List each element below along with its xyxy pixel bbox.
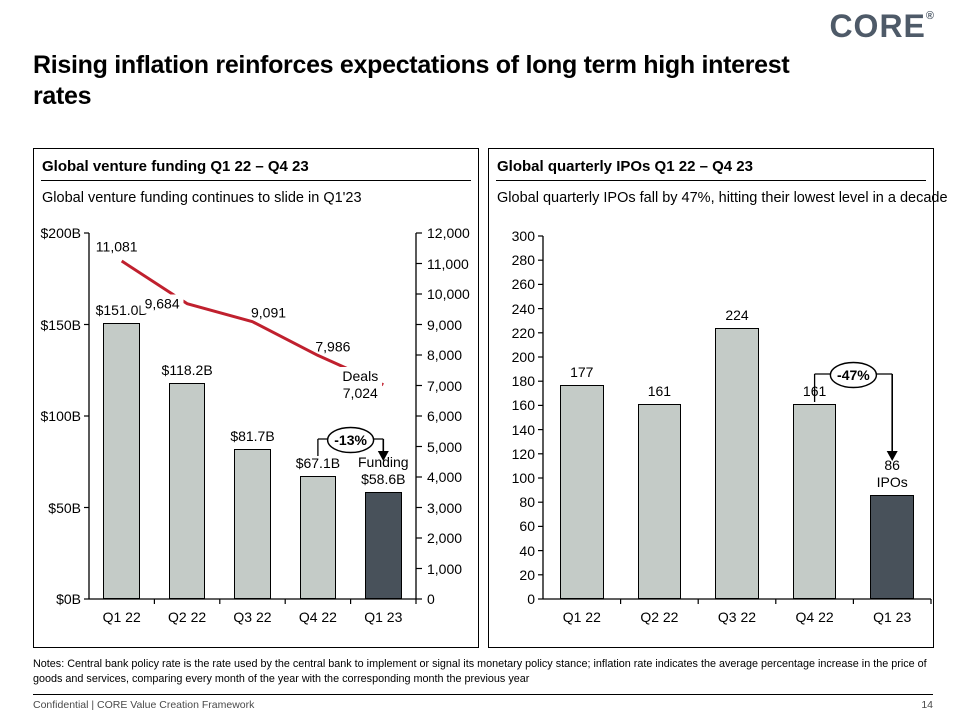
bar-value-label: 86 IPOs bbox=[876, 456, 908, 490]
x-axis-label: Q4 22 bbox=[298, 609, 337, 625]
chart-canvas bbox=[84, 232, 422, 604]
secondary-axis-tick-label: 8,000 bbox=[427, 347, 463, 363]
secondary-axis-tick-label: 1,000 bbox=[427, 560, 463, 577]
bar-q1-22 bbox=[103, 322, 140, 599]
y-axis-tick-label: 60 bbox=[519, 518, 535, 535]
x-axis-label: Q3 22 bbox=[717, 609, 757, 625]
bar-q4-22 bbox=[792, 404, 837, 599]
quarterly-ipos-panel: Global quarterly IPOs Q1 22 – Q4 23 Glob… bbox=[488, 148, 948, 648]
y-axis-tick-label: 80 bbox=[519, 494, 535, 511]
secondary-axis-tick-label: 9,000 bbox=[427, 316, 463, 333]
y-axis-tick-label: 100 bbox=[511, 470, 535, 486]
x-axis-label: Q1 23 bbox=[364, 609, 403, 625]
secondary-axis-tick-label: 12,000 bbox=[427, 225, 470, 241]
line-value-label: 7,986 bbox=[315, 338, 351, 355]
x-axis-label: Q1 23 bbox=[873, 609, 912, 625]
panel-subtitle-venture-funding: Global venture funding continues to slid… bbox=[42, 190, 362, 206]
bar-value-label: $118.2B bbox=[161, 361, 213, 378]
panel-header-rule bbox=[41, 180, 471, 181]
y-axis-tick-label: $150B bbox=[40, 316, 81, 333]
y-axis-tick-label: 260 bbox=[511, 276, 535, 293]
bar-q1-23 bbox=[364, 491, 402, 599]
bar-value-label: 161 bbox=[647, 383, 672, 400]
callout-arrow-down-icon bbox=[886, 451, 898, 461]
footer-rule bbox=[33, 694, 933, 695]
callout-percent-label: -13% bbox=[334, 432, 367, 448]
y-axis-tick-label: 240 bbox=[511, 300, 535, 317]
y-axis-tick-label: $100B bbox=[40, 408, 81, 424]
y-axis-tick-label: 140 bbox=[511, 421, 535, 438]
y-axis-tick-label: 120 bbox=[511, 445, 535, 462]
secondary-axis-tick-label: 10,000 bbox=[427, 286, 470, 302]
x-axis-label: Q1 22 bbox=[102, 609, 141, 625]
secondary-axis-tick-label: 5,000 bbox=[427, 438, 463, 455]
y-axis-tick-label: 40 bbox=[519, 542, 535, 559]
bar-q4-22 bbox=[299, 476, 337, 599]
bar-value-label: $151.0B bbox=[95, 301, 148, 318]
panel-header-venture-funding: Global venture funding Q1 22 – Q4 23 bbox=[42, 158, 309, 175]
bar-value-label: 161 bbox=[802, 383, 827, 400]
x-axis-label: Q4 22 bbox=[795, 609, 834, 625]
bar-q1-22 bbox=[560, 384, 604, 599]
panel-header-quarterly-ipos: Global quarterly IPOs Q1 22 – Q4 23 bbox=[497, 158, 753, 175]
x-axis-label: Q3 22 bbox=[233, 609, 272, 625]
slide-title: Rising inflation reinforces expectations… bbox=[33, 51, 790, 110]
venture-funding-chart: $200B $150B $100B $50B $0B 12,000 11,000 10,000… bbox=[34, 149, 478, 647]
x-axis-label: Q1 22 bbox=[562, 609, 601, 625]
page-number: 14 bbox=[921, 699, 933, 711]
line-value-label: 11,081 bbox=[95, 238, 138, 255]
panel-subtitle-quarterly-ipos: Global quarterly IPOs fall by 47%, hitti… bbox=[497, 190, 948, 206]
bar-q2-22 bbox=[637, 404, 682, 599]
registered-mark-icon: ® bbox=[925, 10, 934, 22]
bar-value-label: $81.7B bbox=[230, 428, 275, 445]
bar-q3-22 bbox=[715, 327, 759, 599]
callout-arrow-down-icon bbox=[377, 451, 389, 461]
secondary-axis-tick-label: 6,000 bbox=[427, 408, 463, 424]
bar-value-label: Funding $58.6B bbox=[358, 453, 409, 487]
core-logo: CORE® bbox=[829, 8, 934, 45]
y-axis-tick-label: 180 bbox=[511, 373, 535, 390]
footer-text: Confidential | CORE Value Creation Frame… bbox=[33, 699, 255, 711]
core-logo-text: CORE bbox=[829, 8, 926, 44]
secondary-axis-tick-label: 0 bbox=[427, 591, 435, 607]
bar-value-label: 224 bbox=[725, 306, 749, 323]
bar-value-label: 177 bbox=[570, 363, 594, 380]
venture-funding-panel: Global venture funding Q1 22 – Q4 23 Glo… bbox=[33, 148, 479, 648]
quarterly-ipos-chart: 300 280 260 240 220 200 180 160 140 120 100 80 60 40 2… bbox=[489, 149, 933, 647]
secondary-axis-tick-label: 7,000 bbox=[427, 377, 463, 394]
secondary-axis-tick-label: 4,000 bbox=[427, 469, 463, 485]
y-axis-tick-label: 20 bbox=[519, 566, 535, 583]
y-axis-tick-label: $0B bbox=[56, 591, 81, 607]
y-axis-tick-label: 0 bbox=[527, 591, 535, 607]
line-value-label: 9,684 bbox=[140, 294, 184, 314]
y-axis-tick-label: 220 bbox=[511, 324, 535, 341]
line-value-label: 9,091 bbox=[250, 304, 287, 321]
y-axis-tick-label: $50B bbox=[48, 499, 81, 516]
secondary-axis-tick-label: 3,000 bbox=[427, 499, 463, 516]
notes: Notes: Central bank policy rate is the r… bbox=[33, 658, 927, 685]
y-axis-tick-label: 160 bbox=[511, 397, 535, 414]
callout-ellipse bbox=[829, 361, 878, 389]
secondary-axis-tick-label: 2,000 bbox=[427, 530, 463, 546]
y-axis-tick-label: 300 bbox=[511, 228, 535, 244]
secondary-axis-tick-label: 11,000 bbox=[427, 255, 469, 272]
deals-line bbox=[120, 259, 384, 387]
bar-q1-23 bbox=[870, 494, 914, 599]
bar-value-label: $67.1B bbox=[295, 455, 341, 472]
y-axis-tick-label: 200 bbox=[511, 349, 535, 365]
bar-q2-22 bbox=[168, 382, 206, 599]
line-value-label: Deals 7,024 bbox=[338, 366, 383, 403]
y-axis-tick-label: $200B bbox=[40, 225, 81, 241]
chart-canvas bbox=[538, 235, 932, 604]
y-axis-tick-label: 280 bbox=[511, 252, 535, 269]
x-axis-label: Q2 22 bbox=[640, 609, 679, 625]
callout-percent-label: -47% bbox=[837, 367, 870, 383]
bar-q3-22 bbox=[234, 449, 271, 599]
panel-header-rule bbox=[496, 180, 926, 181]
callout-ellipse bbox=[326, 426, 375, 454]
x-axis-label: Q2 22 bbox=[168, 609, 207, 625]
